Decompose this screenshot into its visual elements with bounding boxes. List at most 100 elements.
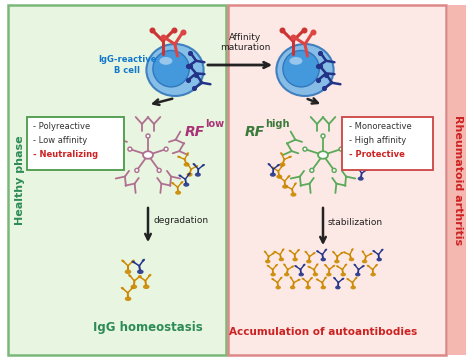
Ellipse shape xyxy=(277,164,280,166)
Text: - Polyreactive: - Polyreactive xyxy=(33,122,90,131)
Text: Healthy phase: Healthy phase xyxy=(15,135,25,225)
Ellipse shape xyxy=(279,257,284,261)
Ellipse shape xyxy=(137,270,144,274)
Text: Rheumatoid arthritis: Rheumatoid arthritis xyxy=(453,115,463,245)
Ellipse shape xyxy=(187,172,192,177)
Ellipse shape xyxy=(267,163,271,166)
Ellipse shape xyxy=(201,164,205,166)
Text: stabilization: stabilization xyxy=(328,217,383,226)
Ellipse shape xyxy=(301,278,305,280)
Ellipse shape xyxy=(324,264,327,266)
Ellipse shape xyxy=(350,285,356,289)
Circle shape xyxy=(310,168,314,172)
Ellipse shape xyxy=(192,163,196,166)
Ellipse shape xyxy=(290,285,295,289)
Ellipse shape xyxy=(310,277,313,279)
Ellipse shape xyxy=(188,173,191,175)
Circle shape xyxy=(153,50,189,87)
Ellipse shape xyxy=(340,273,346,276)
Ellipse shape xyxy=(345,264,347,266)
Ellipse shape xyxy=(355,277,357,279)
Ellipse shape xyxy=(175,190,181,195)
Ellipse shape xyxy=(195,172,201,177)
Ellipse shape xyxy=(306,260,311,264)
Ellipse shape xyxy=(159,57,173,65)
Ellipse shape xyxy=(131,260,135,262)
Text: - Monoreactive: - Monoreactive xyxy=(349,122,412,131)
Ellipse shape xyxy=(275,264,278,266)
Text: degradation: degradation xyxy=(153,216,208,225)
Text: - Neutralizing: - Neutralizing xyxy=(33,149,98,158)
Circle shape xyxy=(283,50,319,87)
Ellipse shape xyxy=(279,162,285,167)
Ellipse shape xyxy=(284,273,290,276)
Ellipse shape xyxy=(326,273,332,276)
Ellipse shape xyxy=(362,250,364,253)
Ellipse shape xyxy=(333,277,336,279)
Ellipse shape xyxy=(381,249,383,251)
FancyBboxPatch shape xyxy=(27,117,124,170)
Ellipse shape xyxy=(283,264,286,266)
Ellipse shape xyxy=(313,252,316,254)
Text: - Protective: - Protective xyxy=(349,149,405,158)
Ellipse shape xyxy=(178,175,182,177)
Ellipse shape xyxy=(305,285,311,289)
Ellipse shape xyxy=(290,276,292,279)
Text: - High affinity: - High affinity xyxy=(349,135,406,144)
Ellipse shape xyxy=(316,263,319,266)
Text: high: high xyxy=(265,119,290,129)
Ellipse shape xyxy=(334,260,339,264)
Ellipse shape xyxy=(138,275,142,278)
Ellipse shape xyxy=(376,258,382,261)
Ellipse shape xyxy=(271,166,275,169)
Ellipse shape xyxy=(128,274,131,277)
Circle shape xyxy=(135,168,139,172)
Ellipse shape xyxy=(313,273,318,276)
Circle shape xyxy=(332,168,336,172)
Ellipse shape xyxy=(332,265,335,267)
Ellipse shape xyxy=(267,265,270,267)
Ellipse shape xyxy=(171,182,174,184)
Ellipse shape xyxy=(367,265,370,267)
Ellipse shape xyxy=(275,285,281,289)
Ellipse shape xyxy=(365,168,369,171)
Circle shape xyxy=(303,147,307,151)
Ellipse shape xyxy=(324,276,327,279)
Ellipse shape xyxy=(318,151,328,159)
Ellipse shape xyxy=(341,278,344,280)
Ellipse shape xyxy=(146,44,204,96)
Ellipse shape xyxy=(195,165,198,167)
Ellipse shape xyxy=(143,284,150,289)
Ellipse shape xyxy=(297,249,300,251)
Ellipse shape xyxy=(132,261,135,263)
Circle shape xyxy=(321,134,325,138)
Circle shape xyxy=(164,147,168,151)
Ellipse shape xyxy=(292,258,298,261)
Ellipse shape xyxy=(356,167,359,170)
Ellipse shape xyxy=(183,162,190,167)
Bar xyxy=(228,5,446,355)
Ellipse shape xyxy=(131,286,134,289)
Ellipse shape xyxy=(273,251,276,253)
Text: Accumulation of autoantibodies: Accumulation of autoantibodies xyxy=(229,327,417,337)
Ellipse shape xyxy=(354,264,356,266)
Text: low: low xyxy=(205,119,224,129)
Text: RF: RF xyxy=(245,125,265,139)
Ellipse shape xyxy=(121,260,125,262)
Ellipse shape xyxy=(320,257,326,261)
Ellipse shape xyxy=(335,285,341,289)
Ellipse shape xyxy=(282,185,288,189)
Ellipse shape xyxy=(375,264,378,266)
Ellipse shape xyxy=(186,162,189,165)
Ellipse shape xyxy=(304,251,307,253)
Ellipse shape xyxy=(278,176,282,179)
Ellipse shape xyxy=(272,252,275,255)
Ellipse shape xyxy=(358,162,365,167)
Ellipse shape xyxy=(186,152,189,155)
Ellipse shape xyxy=(370,273,376,276)
Ellipse shape xyxy=(294,183,297,185)
Ellipse shape xyxy=(125,297,131,301)
Ellipse shape xyxy=(294,265,297,267)
Ellipse shape xyxy=(287,175,291,178)
Ellipse shape xyxy=(291,193,296,197)
